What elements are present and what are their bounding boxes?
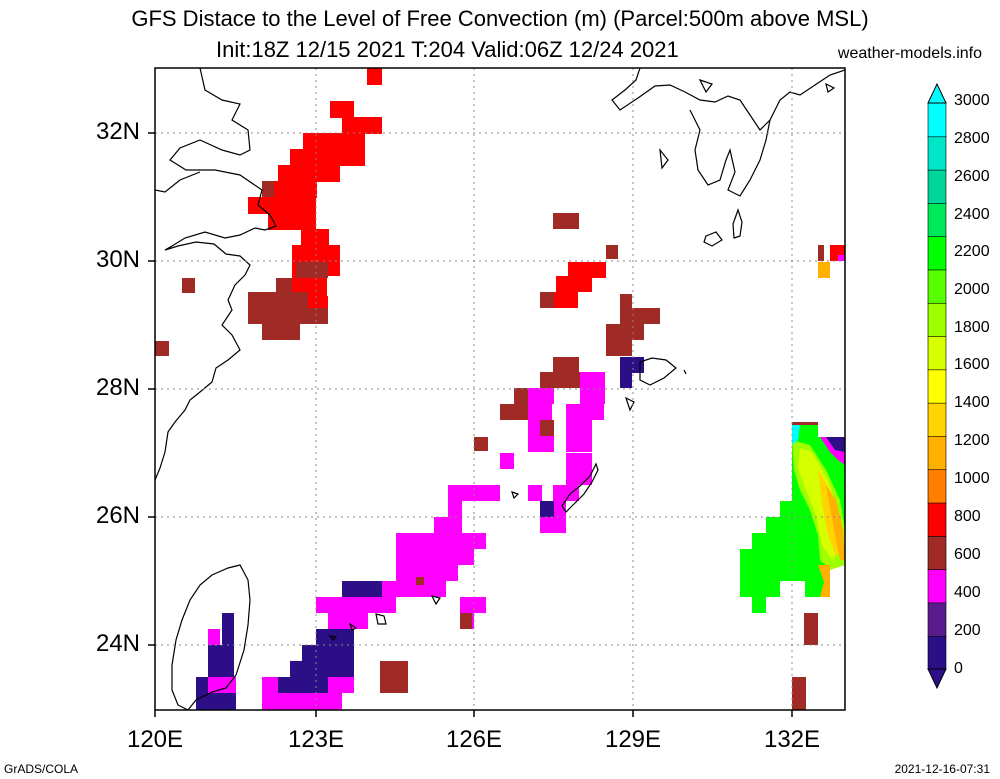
okinawa (561, 462, 599, 513)
cb-label-1800: 1800 (954, 319, 990, 336)
colorbar-segment (927, 202, 947, 237)
cb-label-1000: 1000 (954, 470, 990, 487)
lon-label-129e: 129E (604, 726, 662, 753)
tanegashima (732, 208, 743, 239)
colorbar-segment (927, 169, 947, 204)
field-purple-central (620, 357, 644, 388)
colorbar-segment (927, 602, 947, 637)
colorbar-segment (927, 135, 947, 171)
footer-timestamp: 2021-12-16-07:31 (894, 762, 990, 776)
cb-label-2200: 2200 (954, 243, 990, 260)
cb-label-400: 400 (954, 584, 981, 601)
colorbar-segment (927, 435, 947, 471)
tokunoshima (624, 396, 635, 412)
cb-label-200: 200 (954, 622, 981, 639)
lat-label-24n: 24N (95, 630, 140, 657)
cb-label-3000: 3000 (954, 92, 990, 109)
islands-east (683, 78, 836, 375)
china-coast-2 (155, 171, 201, 193)
footer-credit: GrADS/COLA (4, 762, 79, 776)
colorbar-segment (927, 102, 947, 138)
lat-label-26n: 26N (95, 502, 140, 529)
cb-label-0: 0 (954, 660, 963, 677)
field-red-central (548, 262, 606, 308)
cb-label-2400: 2400 (954, 206, 990, 223)
lat-label-30n: 30N (95, 246, 140, 273)
colorbar-segment (927, 269, 947, 304)
colorbar-segment (927, 302, 947, 337)
lon-label-123e: 123E (287, 726, 345, 753)
colorbar-segment (927, 335, 947, 371)
koshiki (659, 148, 669, 170)
cb-label-2600: 2600 (954, 168, 990, 185)
colorbar-segment (927, 369, 947, 404)
japan-kyushu (611, 68, 845, 131)
yakushima (703, 231, 723, 247)
axis-ticks (148, 132, 793, 717)
miyako (430, 595, 441, 606)
japan-kyushu-south (689, 109, 771, 197)
cb-label-600: 600 (954, 546, 981, 563)
cb-label-2800: 2800 (954, 130, 990, 147)
cb-label-2000: 2000 (954, 281, 990, 298)
lat-label-28n: 28N (95, 374, 140, 401)
colorbar-segment (927, 568, 947, 604)
map-subtitle: Init:18Z 12/15 2021 T:204 Valid:06Z 12/2… (216, 37, 679, 62)
colorbar-segment (927, 535, 947, 570)
cb-label-800: 800 (954, 508, 981, 525)
cb-label-1200: 1200 (954, 432, 990, 449)
china-coast (155, 68, 277, 481)
cb-label-1600: 1600 (954, 356, 990, 373)
cb-label-1400: 1400 (954, 394, 990, 411)
colorbar-bottom-arrow (927, 668, 947, 690)
lon-label-120e: 120E (126, 726, 184, 753)
amami (639, 357, 677, 386)
ishigaki (348, 613, 387, 631)
map-title: GFS Distace to the Level of Free Convect… (131, 6, 869, 31)
site-credit: weather-models.info (837, 45, 982, 62)
lon-label-132e: 132E (763, 726, 821, 753)
coastlines (155, 68, 845, 710)
yonaguni (328, 635, 338, 641)
colorbar-segment (927, 402, 947, 437)
kume (511, 491, 520, 500)
field-brown-north (155, 181, 328, 356)
taiwan (171, 564, 251, 710)
colorbar-segments (927, 102, 947, 670)
colorbar-segment (927, 468, 947, 504)
lat-label-32n: 32N (95, 118, 140, 145)
colorbar-segment (927, 235, 947, 271)
colorbar-segment (927, 502, 947, 537)
shaded-field (155, 68, 845, 710)
lon-label-126e: 126E (445, 726, 503, 753)
colorbar-top-arrow (927, 82, 947, 104)
colorbar-segment (927, 635, 947, 670)
